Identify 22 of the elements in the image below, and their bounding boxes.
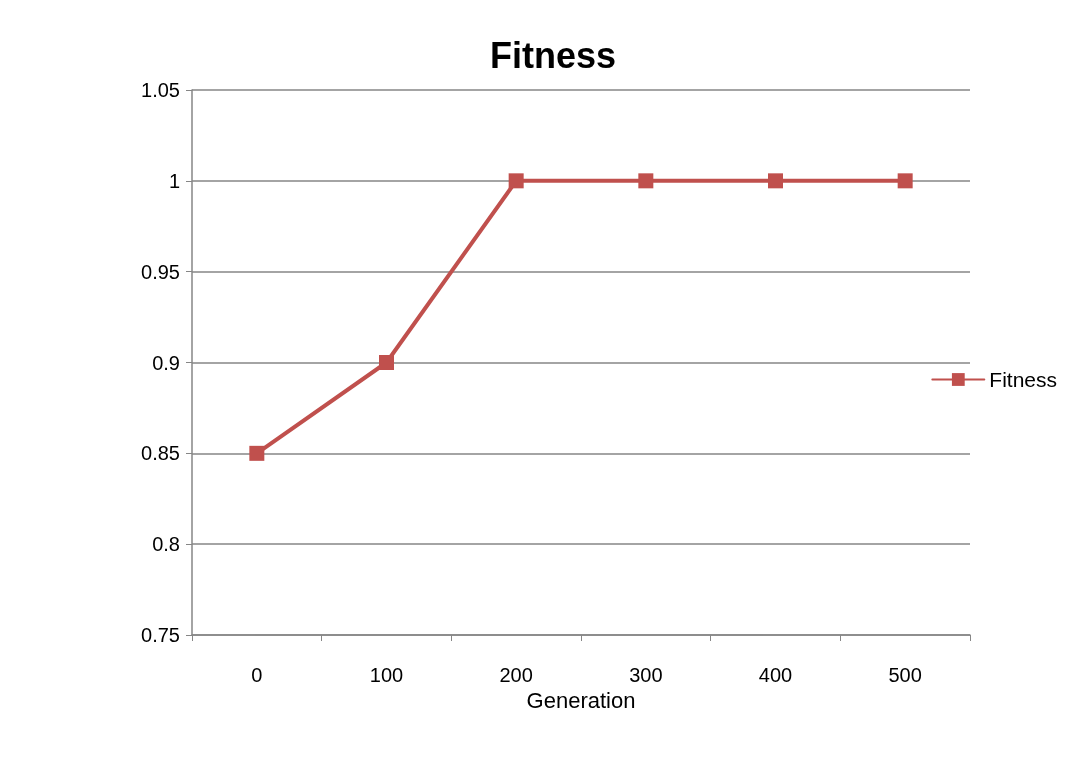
y-tick-label: 0.85 [141, 442, 180, 465]
point [897, 173, 913, 189]
y-tick-label: 0.9 [152, 351, 180, 374]
y-tick-label: 1.05 [141, 79, 180, 101]
y-tick-label: 0.95 [141, 260, 180, 283]
chart-title: Fitness [489, 34, 617, 76]
point [508, 173, 524, 189]
point [249, 445, 265, 461]
point [768, 173, 783, 189]
x-tick-label: 400 [758, 664, 793, 686]
x-tick-label: 200 [499, 664, 533, 686]
x-tick-label: 100 [369, 664, 404, 686]
x-tick-label: 300 [629, 664, 663, 686]
point [379, 355, 394, 370]
y-tick-label: 0.75 [141, 624, 180, 646]
legend-label: Fitness [989, 368, 1057, 391]
y-tick-label: 1 [168, 169, 180, 192]
x-axis-title: Generation [526, 688, 636, 714]
point [638, 173, 654, 189]
y-tick-label: 0.8 [152, 533, 180, 556]
x-tick-label: 500 [888, 664, 922, 686]
x-tick-label: 0 [251, 664, 263, 686]
